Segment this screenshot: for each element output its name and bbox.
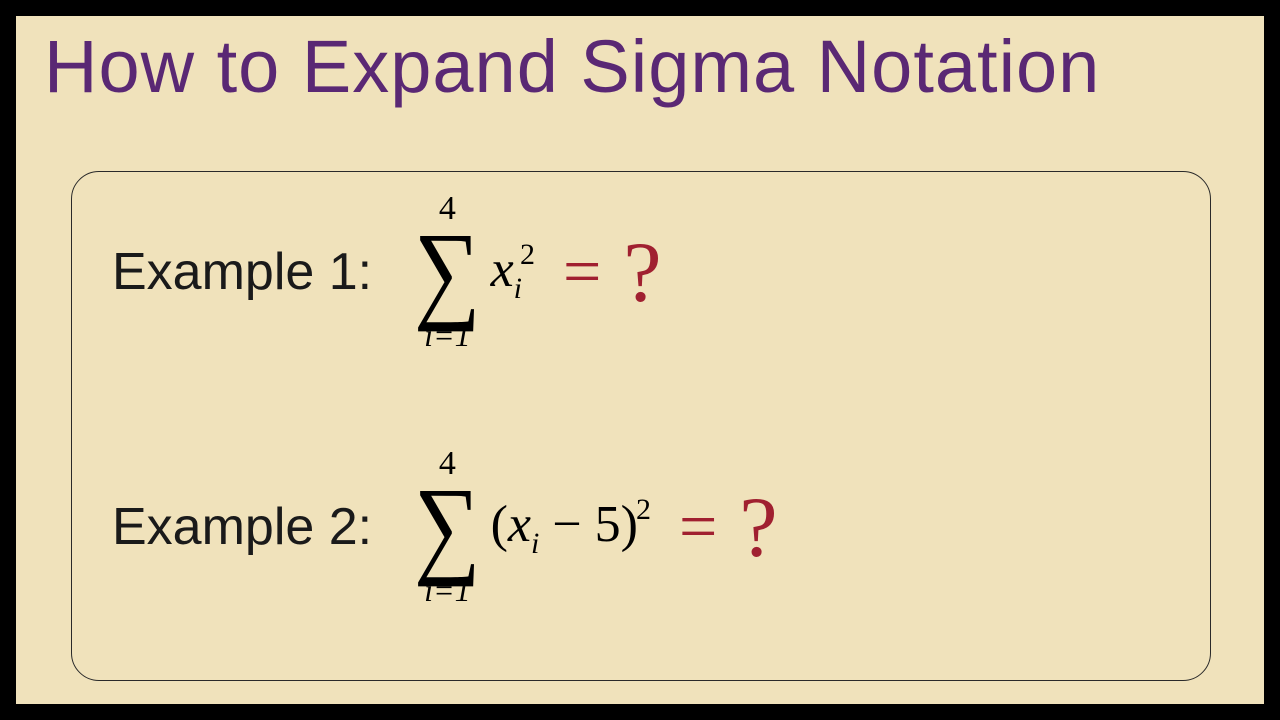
sigma-symbol: ∑	[414, 222, 481, 321]
question-mark: ?	[739, 477, 777, 577]
sigma-symbol: ∑	[414, 477, 481, 576]
variable-x: x	[508, 496, 531, 553]
minus-five: − 5	[552, 496, 620, 553]
sigma-icon: 4 ∑ i=1	[408, 447, 486, 606]
example-1-row: Example 1: 4 ∑ i=1 xi2 = ?	[112, 192, 662, 351]
slide-title: How to Expand Sigma Notation	[16, 16, 1264, 109]
slide-panel: How to Expand Sigma Notation Example 1: …	[16, 16, 1264, 704]
superscript-2: 2	[636, 493, 651, 526]
example-2-label: Example 2:	[112, 497, 372, 557]
superscript-2: 2	[520, 238, 535, 271]
subscript-i: i	[514, 272, 522, 305]
open-paren: (	[491, 496, 508, 553]
subscript-i: i	[531, 527, 539, 560]
example-1-label: Example 1:	[112, 242, 372, 302]
examples-box: Example 1: 4 ∑ i=1 xi2 = ? Example 2: 4 …	[71, 171, 1211, 681]
example-1-expression: xi2	[491, 238, 535, 306]
equals-sign: =	[679, 487, 717, 566]
example-2-expression: (xi − 5)2	[491, 493, 651, 561]
example-2-row: Example 2: 4 ∑ i=1 (xi − 5)2 = ?	[112, 447, 778, 606]
question-mark: ?	[623, 222, 661, 322]
sigma-icon: 4 ∑ i=1	[408, 192, 486, 351]
variable-x: x	[491, 241, 514, 298]
equals-sign: =	[563, 232, 601, 311]
